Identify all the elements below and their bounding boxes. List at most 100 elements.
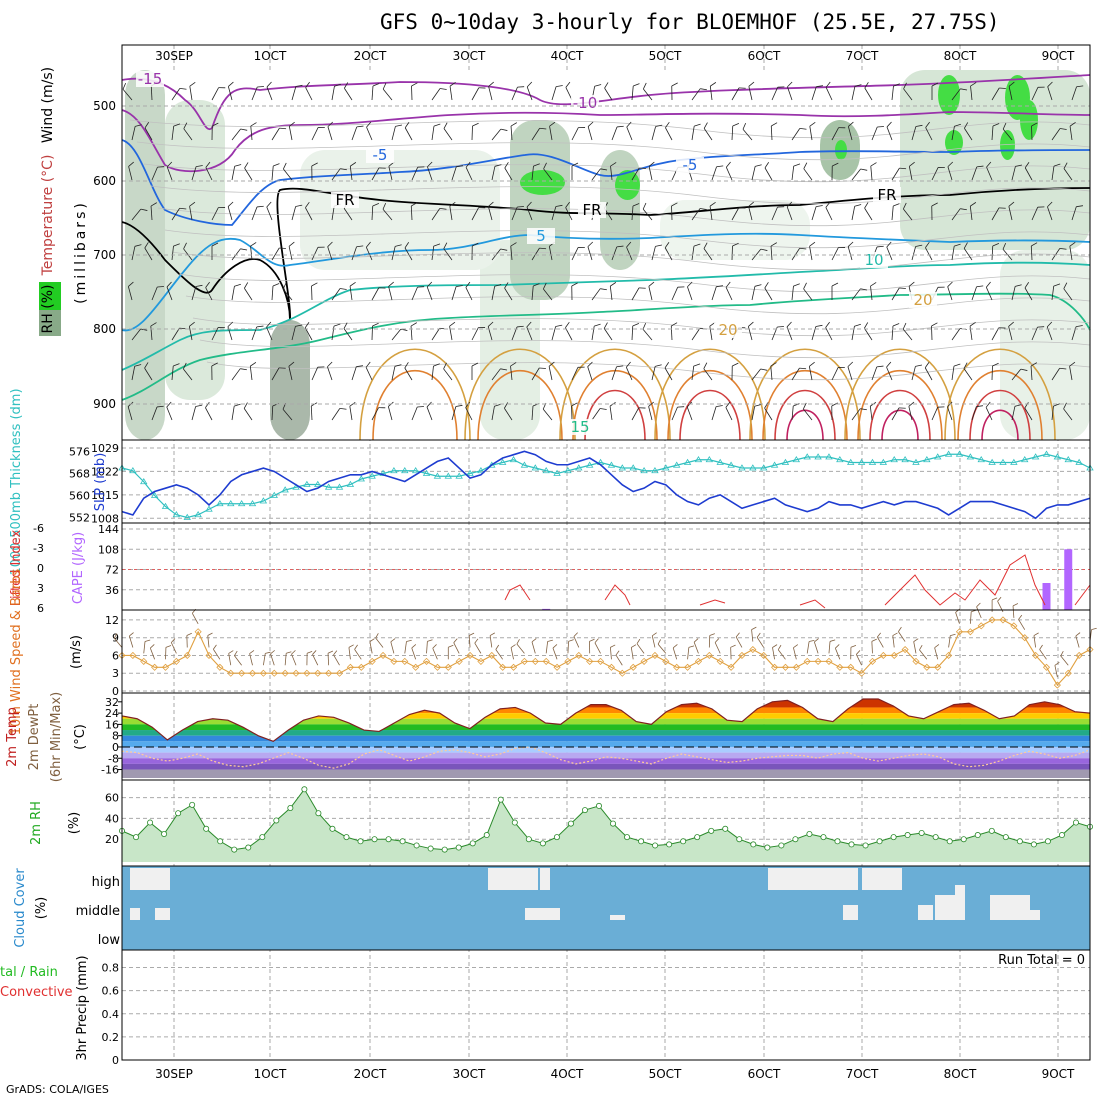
surface-wind-barb xyxy=(390,639,398,654)
lifted-index-line xyxy=(605,585,630,605)
rh-marker xyxy=(554,835,559,840)
axis-label-3hr-precip: 3hr Precip (mm) xyxy=(75,955,90,1060)
rh-marker xyxy=(288,805,293,810)
rh-marker xyxy=(161,831,166,836)
rh-marker xyxy=(400,839,405,844)
top-date-label: 7OCT xyxy=(846,49,879,63)
rh-marker xyxy=(989,828,994,833)
surface-wind-barb xyxy=(594,639,605,654)
cloud-level-label: high xyxy=(92,875,120,890)
bottom-date-label: 3OCT xyxy=(453,1067,486,1081)
axis-unit-2m-temp: (°C) xyxy=(73,724,88,750)
bottom-date-label: 30SEP xyxy=(155,1067,193,1081)
surface-wind-barb xyxy=(897,627,909,641)
rh-marker xyxy=(428,846,433,851)
temp-band xyxy=(122,741,1090,747)
bottom-date-label: 8OCT xyxy=(944,1067,977,1081)
thickness-tick-label: 552 xyxy=(69,512,90,525)
rh-marker xyxy=(176,811,181,816)
rh-marker xyxy=(695,835,700,840)
rh-marker xyxy=(961,837,966,842)
chart-title: GFS 0~10day 3-hourly for BLOEMHOF (25.5E… xyxy=(380,10,1000,34)
rh-shading xyxy=(165,100,225,400)
surface-wind-barb xyxy=(249,650,257,665)
rh-marker xyxy=(793,837,798,842)
surface-wind-barb xyxy=(751,627,757,641)
cloud-cell xyxy=(130,868,170,890)
li-tick-label: 0 xyxy=(37,562,44,575)
rh-marker xyxy=(246,845,251,850)
wind-tick-label: 12 xyxy=(105,614,119,627)
rh-marker xyxy=(779,843,784,848)
surface-wind-barb xyxy=(307,651,312,665)
rh-shading xyxy=(270,320,310,440)
surface-wind-barb xyxy=(511,645,519,660)
lifted-index-line xyxy=(1075,585,1090,605)
surface-wind-barb xyxy=(913,639,921,654)
top-date-label: 6OCT xyxy=(748,49,781,63)
cloud-cell xyxy=(862,868,902,890)
surface-wind-barb xyxy=(333,651,344,666)
surface-wind-barb xyxy=(170,639,180,654)
surface-wind-barb xyxy=(589,639,594,653)
surface-wind-barb xyxy=(735,633,746,648)
cloud-cell xyxy=(488,868,538,890)
surface-wind-barb xyxy=(636,639,648,653)
rh-tick-label: 20 xyxy=(105,833,119,846)
cloud-cell xyxy=(1030,910,1040,920)
surface-wind-barb xyxy=(851,645,856,659)
li-tick-label: 3 xyxy=(37,582,44,595)
cloud-cell xyxy=(955,885,965,920)
surface-wind-barb xyxy=(829,639,835,653)
wind-tick-label: 3 xyxy=(112,667,119,680)
rh-marker xyxy=(456,845,461,850)
surface-wind-barb xyxy=(568,639,574,653)
contour-label: FR xyxy=(335,191,354,209)
surface-wind-barb xyxy=(129,633,138,648)
surface-wind-barb xyxy=(1090,628,1097,643)
surface-wind-barb xyxy=(1034,633,1041,648)
cape-tick-label: 36 xyxy=(105,584,119,597)
run-total-label: Run Total = 0 xyxy=(998,953,1085,968)
axis-unit-10m-wind: (m/s) xyxy=(69,635,84,669)
surface-wind-barb xyxy=(531,639,540,654)
rh-marker xyxy=(442,847,447,852)
panel-frame-precip xyxy=(122,950,1090,1060)
surface-wind-barb xyxy=(1038,645,1050,659)
rh-marker xyxy=(610,821,615,826)
bottom-date-label: 6OCT xyxy=(748,1067,781,1081)
rh-marker xyxy=(765,845,770,850)
surface-wind-barb xyxy=(855,650,866,665)
rh-marker xyxy=(344,835,349,840)
cloud-cell xyxy=(918,905,933,920)
top-date-label: 3OCT xyxy=(453,49,486,63)
surface-wind-barb xyxy=(693,639,703,654)
surface-wind-barb xyxy=(233,651,245,665)
rh-marker xyxy=(498,797,503,802)
surface-wind-barb xyxy=(212,645,224,659)
rh-marker xyxy=(386,837,391,842)
credit-label: GrADS: COLA/IGES xyxy=(6,1083,109,1096)
cape-tick-label: 72 xyxy=(105,564,119,577)
rh-area xyxy=(122,789,1090,862)
surface-wind-barb xyxy=(144,639,150,653)
rh-tick-label: 40 xyxy=(105,812,119,825)
surface-wind-barb xyxy=(610,645,616,659)
surface-wind-barb xyxy=(432,644,442,659)
rh-marker xyxy=(512,820,517,825)
rh-marker xyxy=(975,832,980,837)
surface-wind-barb xyxy=(516,639,529,653)
thickness-tick-label: 576 xyxy=(69,446,90,459)
cloud-cell xyxy=(130,908,140,920)
cloud-cell xyxy=(155,908,170,920)
surface-wind-barb xyxy=(756,633,768,647)
surface-wind-barb xyxy=(1013,604,1019,618)
axis-label-2m-dewpt: 2m DewPt xyxy=(27,704,42,771)
axis-label-cape: CAPE (J/kg) xyxy=(71,532,86,604)
bottom-date-label: 2OCT xyxy=(354,1067,387,1081)
rh-marker xyxy=(877,839,882,844)
top-date-label: 1OCT xyxy=(254,49,287,63)
temp-band xyxy=(122,770,1090,778)
rh-high-shading xyxy=(938,75,960,115)
